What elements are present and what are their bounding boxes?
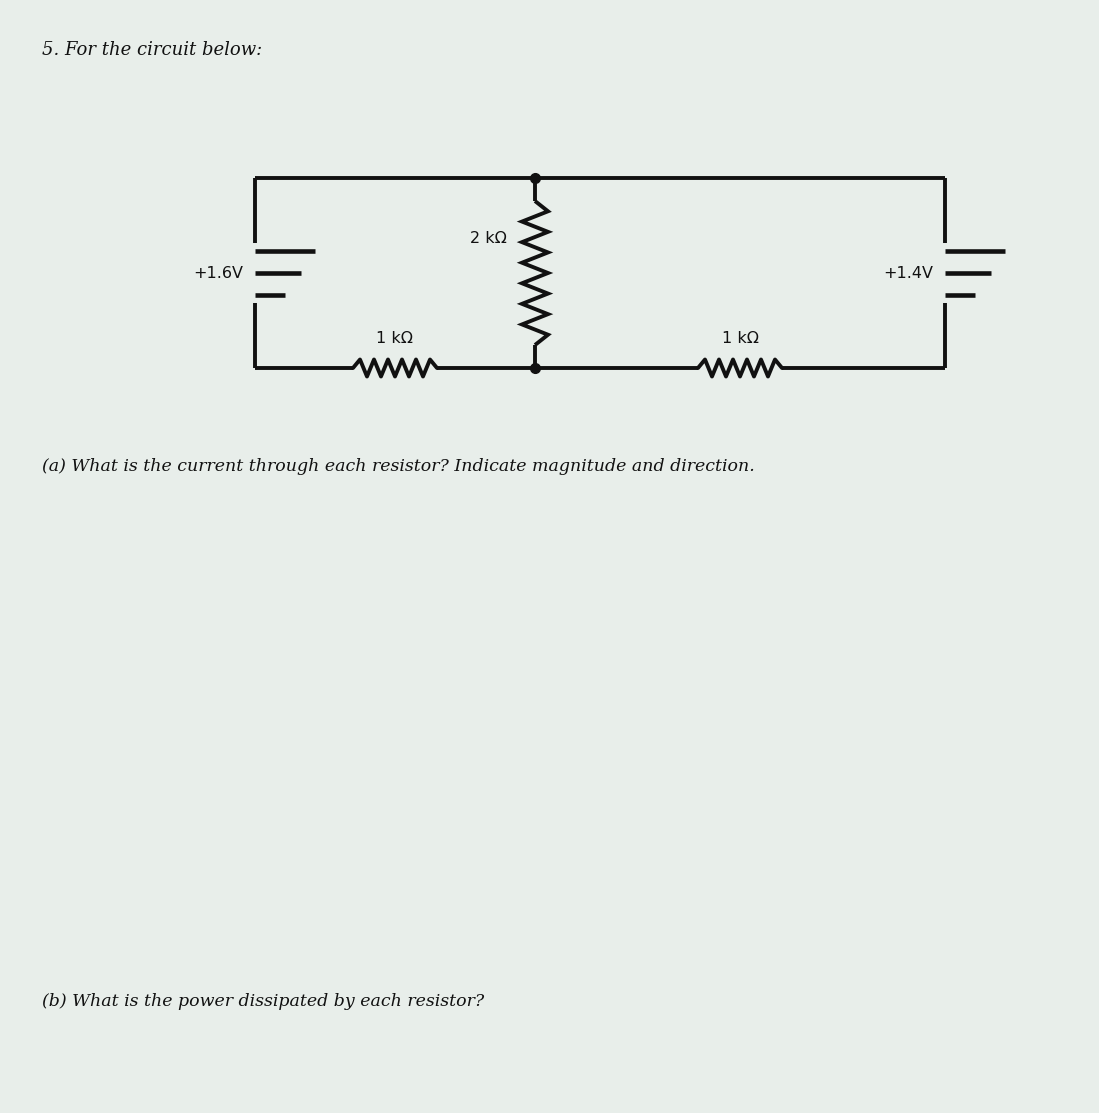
Text: 1 kΩ: 1 kΩ (377, 331, 413, 346)
Text: 2 kΩ: 2 kΩ (470, 230, 507, 246)
Text: (b) What is the power dissipated by each resistor?: (b) What is the power dissipated by each… (42, 993, 485, 1009)
Text: +1.4V: +1.4V (882, 266, 933, 280)
Text: +1.6V: +1.6V (193, 266, 243, 280)
Text: 5. For the circuit below:: 5. For the circuit below: (42, 41, 263, 59)
Text: 1 kΩ: 1 kΩ (722, 331, 758, 346)
Text: (a) What is the current through each resistor? Indicate magnitude and direction.: (a) What is the current through each res… (42, 459, 755, 475)
